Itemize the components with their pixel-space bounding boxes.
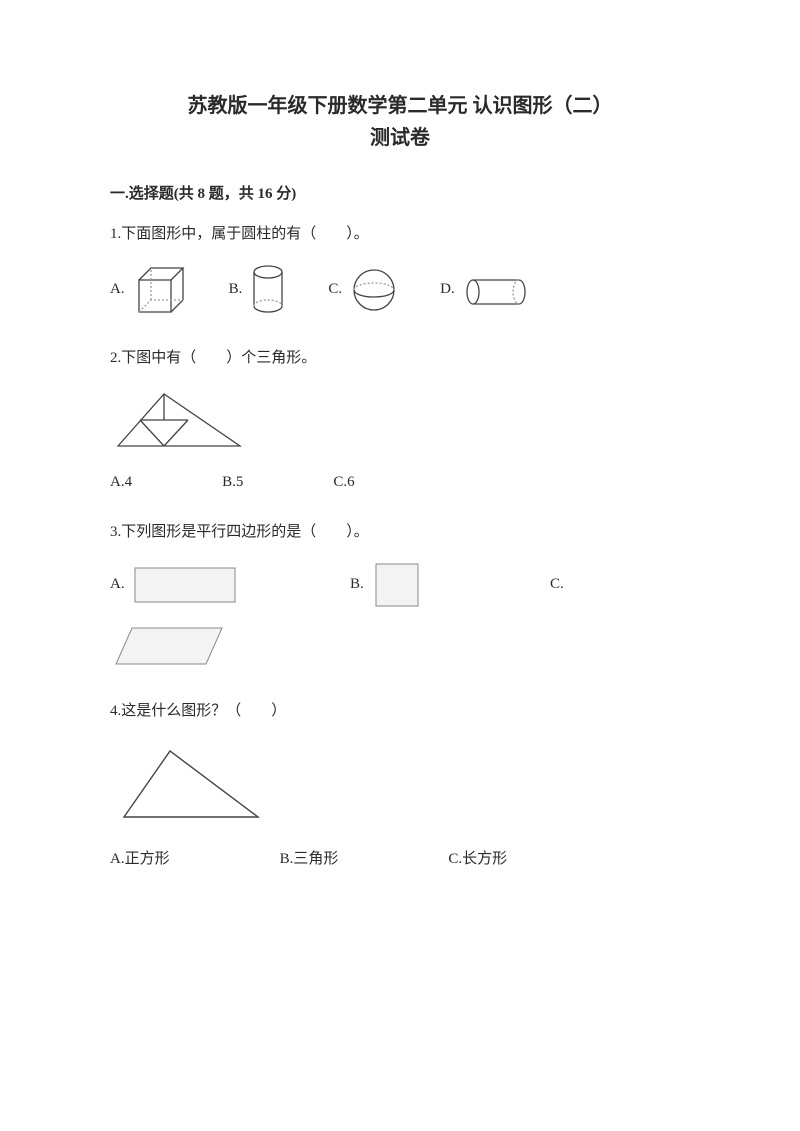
q3-opt-c: C. (550, 576, 570, 593)
q1-opt-c: C. (328, 262, 400, 317)
q2-options: A.4 B.5 C.6 (110, 474, 690, 491)
q2-opt-b: B.5 (222, 474, 243, 491)
triangles-figure-icon (110, 386, 250, 456)
q3-opt-a: A. (110, 560, 350, 608)
q4-figure (110, 739, 690, 829)
q1-options: A. B. C. (110, 262, 690, 317)
sphere-icon (348, 262, 400, 317)
title-line2: 测试卷 (110, 122, 690, 154)
q4-text: 4.这是什么图形？（ ） (110, 698, 690, 725)
q2-figure (110, 386, 690, 456)
q4-opt-b: B.三角形 (280, 847, 339, 868)
q4-options: A.正方形 B.三角形 C.长方形 (110, 847, 690, 868)
q3-opt-a-label: A. (110, 576, 125, 593)
square-icon (370, 560, 426, 608)
cube-icon (131, 262, 189, 317)
triangle-figure-icon (110, 739, 270, 829)
q1-opt-a: A. (110, 262, 189, 317)
cylinder-upright-icon (248, 262, 288, 317)
q3-text: 3.下列图形是平行四边形的是（ ）。 (110, 519, 690, 546)
q2-text: 2.下图中有（ ）个三角形。 (110, 345, 690, 372)
q3-opt-c-figure (110, 622, 690, 670)
q1-opt-b: B. (229, 262, 289, 317)
q1-opt-a-label: A. (110, 281, 125, 298)
q3-opt-b: B. (350, 560, 550, 608)
parallelogram-icon (110, 622, 230, 670)
page-title: 苏教版一年级下册数学第二单元 认识图形（二） 测试卷 (110, 90, 690, 154)
q1-opt-b-label: B. (229, 281, 243, 298)
cylinder-side-icon (461, 262, 531, 317)
title-line1: 苏教版一年级下册数学第二单元 认识图形（二） (110, 90, 690, 122)
q3-options-row1: A. B. C. (110, 560, 690, 608)
q1-opt-c-label: C. (328, 281, 342, 298)
rectangle-wide-icon (131, 560, 241, 608)
q1-text: 1.下面图形中，属于圆柱的有（ ）。 (110, 221, 690, 248)
q2-opt-a: A.4 (110, 474, 132, 491)
q4-opt-a: A.正方形 (110, 847, 170, 868)
q3-opt-c-label: C. (550, 576, 564, 593)
q4-opt-c: C.长方形 (448, 847, 507, 868)
q1-opt-d-label: D. (440, 281, 455, 298)
q2-opt-c: C.6 (333, 474, 354, 491)
q3-opt-b-label: B. (350, 576, 364, 593)
section-heading: 一.选择题(共 8 题，共 16 分) (110, 182, 690, 203)
q1-opt-d: D. (440, 262, 531, 317)
